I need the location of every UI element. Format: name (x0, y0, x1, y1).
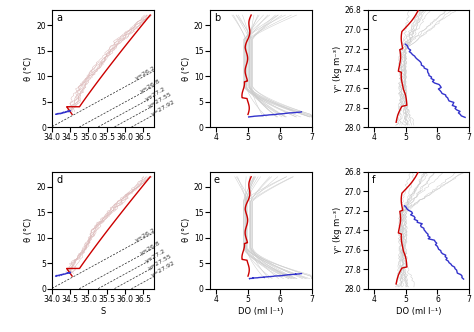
X-axis label: DO (ml l⁻¹): DO (ml l⁻¹) (396, 307, 441, 316)
Text: γ=26.2: γ=26.2 (135, 66, 157, 81)
Y-axis label: θ (°C): θ (°C) (182, 218, 191, 242)
Text: γ=27.92: γ=27.92 (151, 260, 176, 278)
Text: b: b (214, 14, 220, 24)
Text: γ=27.55: γ=27.55 (147, 253, 173, 271)
Text: a: a (56, 14, 62, 24)
Text: c: c (372, 14, 377, 24)
Y-axis label: θ (°C): θ (°C) (182, 56, 191, 81)
Text: d: d (56, 175, 63, 185)
Text: f: f (372, 175, 375, 185)
Text: γ=26.8: γ=26.8 (140, 240, 162, 256)
Text: γ=27.2: γ=27.2 (144, 248, 166, 264)
Text: e: e (214, 175, 220, 185)
Text: γ=27.2: γ=27.2 (144, 86, 166, 102)
Y-axis label: θ (°C): θ (°C) (25, 56, 34, 81)
Text: γ=27.92: γ=27.92 (151, 99, 176, 117)
Text: γ=26.2: γ=26.2 (135, 227, 157, 243)
X-axis label: S: S (100, 307, 106, 316)
Y-axis label: γⁿ (kg m⁻³): γⁿ (kg m⁻³) (333, 207, 342, 253)
Y-axis label: θ (°C): θ (°C) (25, 218, 34, 242)
Text: γ=27.55: γ=27.55 (147, 91, 173, 109)
Y-axis label: γⁿ (kg m⁻³): γⁿ (kg m⁻³) (333, 45, 342, 92)
Text: γ=26.8: γ=26.8 (140, 78, 162, 94)
X-axis label: DO (ml l⁻¹): DO (ml l⁻¹) (238, 307, 283, 316)
